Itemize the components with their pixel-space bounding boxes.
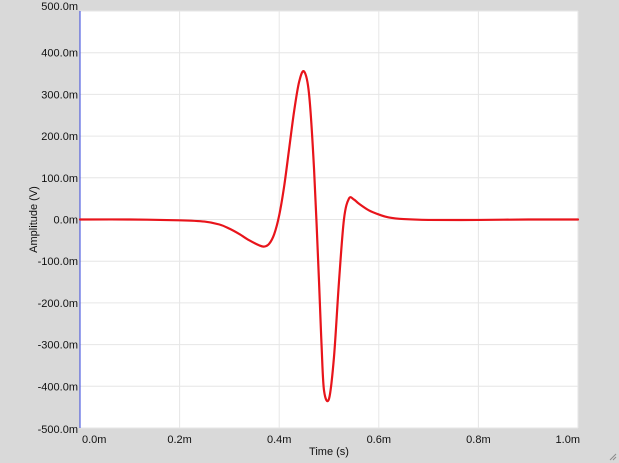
x-tick-label: 0.0m <box>82 434 106 446</box>
y-tick-label: -500.0m <box>38 424 78 436</box>
y-tick-label: 100.0m <box>41 173 78 185</box>
grid-lines <box>79 10 579 429</box>
resize-grip-icon[interactable] <box>607 451 617 461</box>
y-tick-label: 200.0m <box>41 131 78 143</box>
y-tick-label: -200.0m <box>38 298 78 310</box>
y-tick-label: 300.0m <box>41 89 78 101</box>
x-tick-label: 0.8m <box>466 434 490 446</box>
x-tick-label: 0.4m <box>267 434 291 446</box>
y-tick-label: 500.0m <box>41 1 78 13</box>
y-tick-label: -400.0m <box>38 381 78 393</box>
x-axis-ticks: 0.0m 0.2m 0.4m 0.6m 0.8m 1.0m <box>82 434 580 446</box>
y-tick-label: 0.0m <box>54 215 78 227</box>
x-tick-label: 0.2m <box>167 434 191 446</box>
y-tick-label: -100.0m <box>38 256 78 268</box>
y-axis-ticks: 500.0m 400.0m 300.0m 200.0m 100.0m 0.0m -100.0… <box>38 1 78 436</box>
y-axis-title: Amplitude (V) <box>28 186 40 253</box>
x-tick-label: 0.6m <box>367 434 391 446</box>
y-tick-label: -300.0m <box>38 340 78 352</box>
series-line <box>78 69 580 403</box>
x-tick-label: 1.0m <box>556 434 580 446</box>
x-axis-title: Time (s) <box>309 446 349 458</box>
y-tick-label: 400.0m <box>41 48 78 60</box>
